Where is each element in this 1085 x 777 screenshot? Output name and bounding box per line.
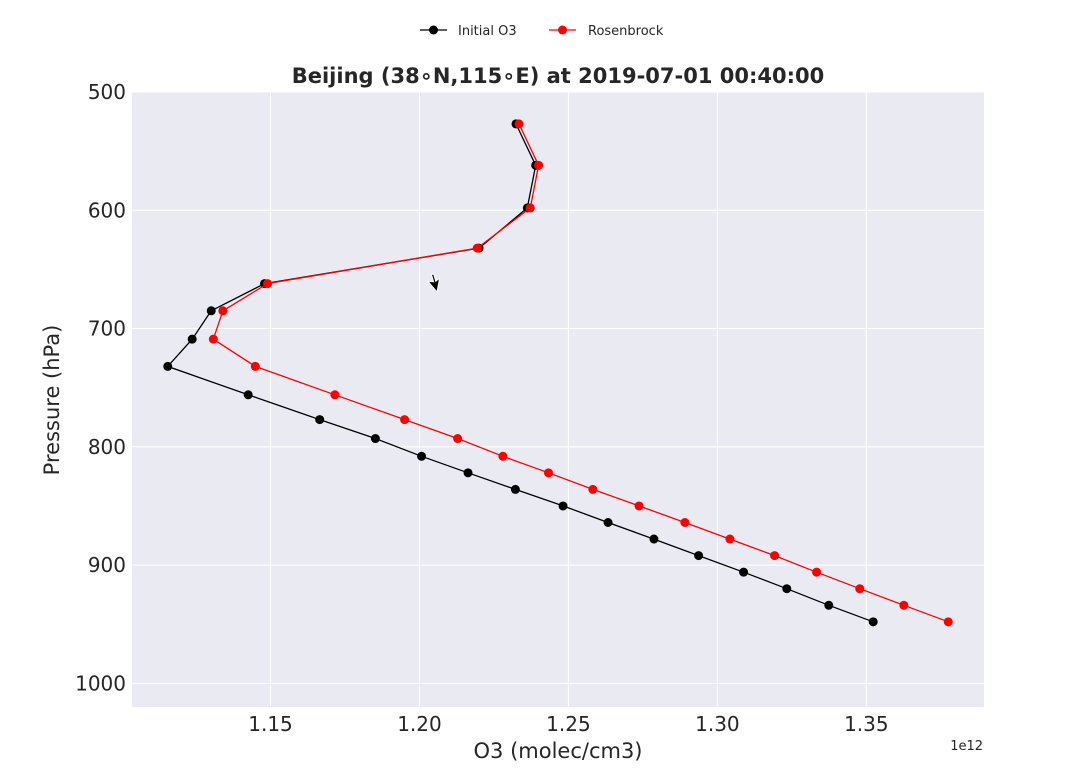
data-point-rosenbrock bbox=[525, 203, 535, 213]
legend: Initial O3 Rosenbrock bbox=[420, 24, 664, 39]
data-point-rosenbrock bbox=[472, 243, 482, 253]
data-point-rosenbrock bbox=[725, 534, 735, 544]
x-tick-label: 1.20 bbox=[397, 712, 442, 736]
legend-label-rosenbrock: Rosenbrock bbox=[588, 24, 664, 39]
y-tick-label: 1000 bbox=[75, 671, 126, 695]
data-point-rosenbrock bbox=[770, 551, 780, 561]
data-point-rosenbrock bbox=[498, 451, 508, 461]
data-point-initial-o3 bbox=[243, 390, 253, 400]
data-point-initial-o3 bbox=[694, 551, 704, 561]
x-axis-offset-label: 1e12 bbox=[950, 739, 983, 754]
y-tick-label: 800 bbox=[88, 435, 126, 459]
series-line-rosenbrock bbox=[212, 123, 949, 623]
data-point-rosenbrock bbox=[543, 468, 553, 478]
arrow-cursor-icon bbox=[426, 273, 441, 294]
x-tick-label: 1.25 bbox=[546, 712, 591, 736]
data-point-initial-o3 bbox=[187, 334, 197, 344]
series-initial-o3 bbox=[163, 119, 878, 627]
data-point-rosenbrock bbox=[453, 434, 463, 444]
data-point-rosenbrock bbox=[680, 518, 690, 527]
data-point-initial-o3 bbox=[463, 468, 473, 478]
data-point-initial-o3 bbox=[603, 518, 613, 527]
data-point-initial-o3 bbox=[558, 501, 568, 511]
data-point-rosenbrock bbox=[208, 334, 218, 344]
data-point-initial-o3 bbox=[824, 600, 834, 610]
data-point-rosenbrock bbox=[634, 501, 644, 511]
x-axis-label: O3 (molec/cm3) bbox=[474, 739, 643, 763]
data-point-rosenbrock bbox=[218, 306, 228, 316]
legend-label-initial-o3: Initial O3 bbox=[458, 24, 517, 39]
data-point-rosenbrock bbox=[855, 584, 865, 594]
data-point-initial-o3 bbox=[315, 415, 325, 425]
grid-lines bbox=[132, 91, 984, 707]
data-point-rosenbrock bbox=[514, 119, 524, 129]
series-rosenbrock bbox=[208, 119, 953, 627]
data-point-rosenbrock bbox=[943, 617, 953, 627]
data-point-initial-o3 bbox=[370, 434, 380, 444]
data-point-initial-o3 bbox=[510, 484, 520, 494]
y-tick-label: 600 bbox=[88, 198, 126, 222]
y-tick-label: 500 bbox=[88, 80, 126, 104]
plot-area bbox=[132, 92, 984, 707]
data-point-rosenbrock bbox=[400, 415, 410, 425]
data-point-initial-o3 bbox=[417, 451, 427, 461]
data-point-rosenbrock bbox=[263, 279, 273, 289]
chart-title: Beijing (38∘N,115∘E) at 2019-07-01 00:40… bbox=[292, 64, 825, 88]
data-point-initial-o3 bbox=[868, 617, 878, 627]
data-point-initial-o3 bbox=[649, 534, 659, 544]
data-point-rosenbrock bbox=[250, 361, 260, 371]
legend-entry-initial-o3: Initial O3 bbox=[420, 24, 517, 39]
x-tick-label: 1.30 bbox=[695, 712, 740, 736]
tick-labels: 1.15 1.20 1.25 1.30 1.35 500 600 700 800 900 1000 bbox=[75, 80, 889, 736]
data-point-rosenbrock bbox=[588, 484, 598, 494]
data-point-rosenbrock bbox=[812, 567, 822, 577]
data-point-initial-o3 bbox=[782, 584, 792, 594]
data-point-rosenbrock bbox=[330, 390, 340, 400]
y-tick-label: 900 bbox=[88, 553, 126, 577]
data-point-initial-o3 bbox=[206, 306, 216, 316]
x-tick-label: 1.35 bbox=[844, 712, 889, 736]
data-point-initial-o3 bbox=[739, 567, 749, 577]
data-point-rosenbrock bbox=[899, 600, 909, 610]
legend-entry-rosenbrock: Rosenbrock bbox=[549, 24, 664, 39]
y-tick-label: 700 bbox=[88, 317, 126, 341]
series-layer bbox=[163, 119, 953, 627]
data-point-rosenbrock bbox=[534, 160, 544, 170]
y-axis-label: Pressure (hPa) bbox=[40, 325, 64, 476]
legend-marker-initial-o3 bbox=[429, 25, 438, 35]
x-tick-label: 1.15 bbox=[248, 712, 293, 736]
data-point-initial-o3 bbox=[163, 361, 173, 371]
legend-marker-rosenbrock bbox=[558, 25, 567, 35]
